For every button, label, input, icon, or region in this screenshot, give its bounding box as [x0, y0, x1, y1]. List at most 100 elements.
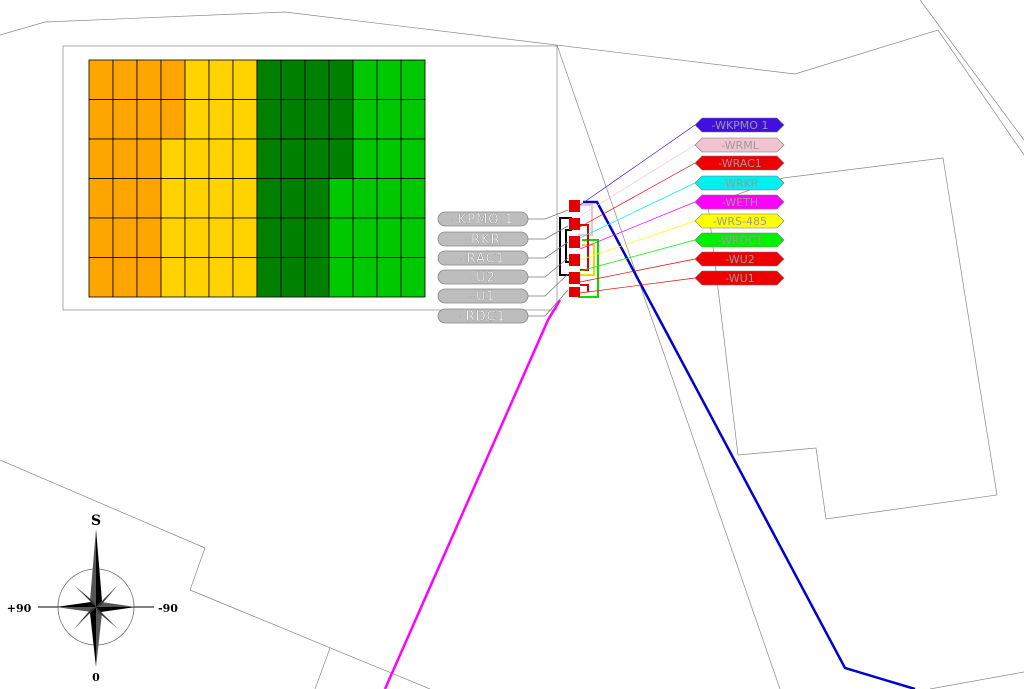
pv-module	[256, 138, 282, 179]
pv-module	[352, 59, 378, 100]
pv-module	[328, 257, 354, 298]
device-labels: -KPMO 1 -RKR -RAC1 -U2 -U1 -RDC1	[437, 209, 569, 325]
pv-module	[352, 138, 378, 179]
cable-tag	[694, 251, 785, 267]
leader	[579, 239, 696, 272]
pv-module	[112, 178, 138, 219]
pv-module	[328, 178, 354, 219]
pv-module	[328, 217, 354, 258]
pv-module	[304, 217, 330, 258]
leader	[528, 225, 569, 240]
leader	[528, 209, 569, 220]
pv-module	[208, 99, 234, 140]
pv-module	[136, 178, 162, 219]
pv-module	[160, 59, 186, 100]
device-label: -KPMO 1	[452, 213, 514, 228]
leader	[579, 124, 696, 206]
pv-module	[328, 59, 354, 100]
leader	[528, 273, 569, 297]
pv-module	[136, 59, 162, 100]
cable-tag	[694, 117, 785, 133]
compass-rose: S +90 -90 0	[7, 513, 179, 684]
pv-module	[208, 138, 234, 179]
pv-module	[136, 138, 162, 179]
pv-module	[304, 138, 330, 179]
pv-module	[232, 99, 258, 140]
pv-module	[232, 178, 258, 219]
cable-label: -WRDC1	[717, 234, 762, 247]
cable-tag	[694, 194, 785, 210]
pv-module	[376, 178, 402, 219]
pv-module	[376, 99, 402, 140]
leader	[579, 144, 696, 217]
pv-module	[184, 257, 210, 298]
pv-module	[88, 59, 114, 100]
pv-module	[256, 178, 282, 219]
leader	[579, 220, 696, 261]
pv-module	[88, 217, 114, 258]
pv-module	[112, 257, 138, 298]
leader	[528, 289, 569, 317]
pv-module	[304, 257, 330, 298]
cable-label: -WKPMO 1	[712, 119, 769, 132]
cable-tag	[694, 155, 785, 171]
pv-module	[208, 59, 234, 100]
wiring	[383, 200, 916, 689]
pv-module	[376, 217, 402, 258]
leader	[579, 258, 696, 283]
pv-module	[352, 99, 378, 140]
cable-tag	[694, 175, 785, 191]
pv-module	[88, 138, 114, 179]
leader	[579, 277, 696, 294]
pv-module	[376, 138, 402, 179]
pv-module	[208, 257, 234, 298]
cable-label: -WRML	[721, 139, 760, 152]
pv-module	[400, 217, 426, 258]
pv-module	[400, 138, 426, 179]
pv-module	[112, 99, 138, 140]
compass-label: 0	[92, 671, 100, 684]
pv-module	[352, 217, 378, 258]
pv-module	[232, 59, 258, 100]
cable-label: -WRKR	[722, 177, 759, 190]
pv-module	[112, 138, 138, 179]
cable-labels: -WKPMO 1 -WRML -WRAC1 -WRKR -WETH -WRS-485 -WR…	[579, 117, 785, 294]
pv-module	[400, 178, 426, 219]
pv-module	[88, 178, 114, 219]
device-label: -U1	[470, 290, 495, 305]
pv-module	[184, 178, 210, 219]
pv-module	[376, 257, 402, 298]
cable-label: -WRAC1	[718, 157, 762, 170]
pv-module	[280, 59, 306, 100]
pv-module	[184, 99, 210, 140]
device-label: -RDC1	[460, 310, 506, 325]
pv-module	[112, 217, 138, 258]
pv-module	[280, 257, 306, 298]
leader	[579, 162, 696, 228]
compass-label: +90	[7, 602, 32, 615]
pv-module	[136, 217, 162, 258]
pv-module	[400, 59, 426, 100]
pv-module	[256, 99, 282, 140]
pv-module	[280, 138, 306, 179]
pv-module	[256, 257, 282, 298]
cable-tag	[694, 137, 785, 153]
device-label: -RAC1	[461, 252, 505, 267]
pv-module	[88, 99, 114, 140]
leader	[528, 241, 569, 259]
cable-tag	[694, 213, 785, 229]
device-label: -RKR	[465, 233, 500, 248]
pv-module	[88, 257, 114, 298]
cable-label: -WU1	[725, 272, 754, 285]
cable-label: -WU2	[725, 253, 754, 266]
pv-module	[112, 59, 138, 100]
cable-tag	[694, 232, 785, 248]
pv-module	[352, 178, 378, 219]
pv-module	[136, 99, 162, 140]
pv-module	[232, 257, 258, 298]
pv-module	[400, 257, 426, 298]
cable-tag	[694, 270, 785, 286]
pv-module	[232, 217, 258, 258]
pv-module	[352, 257, 378, 298]
